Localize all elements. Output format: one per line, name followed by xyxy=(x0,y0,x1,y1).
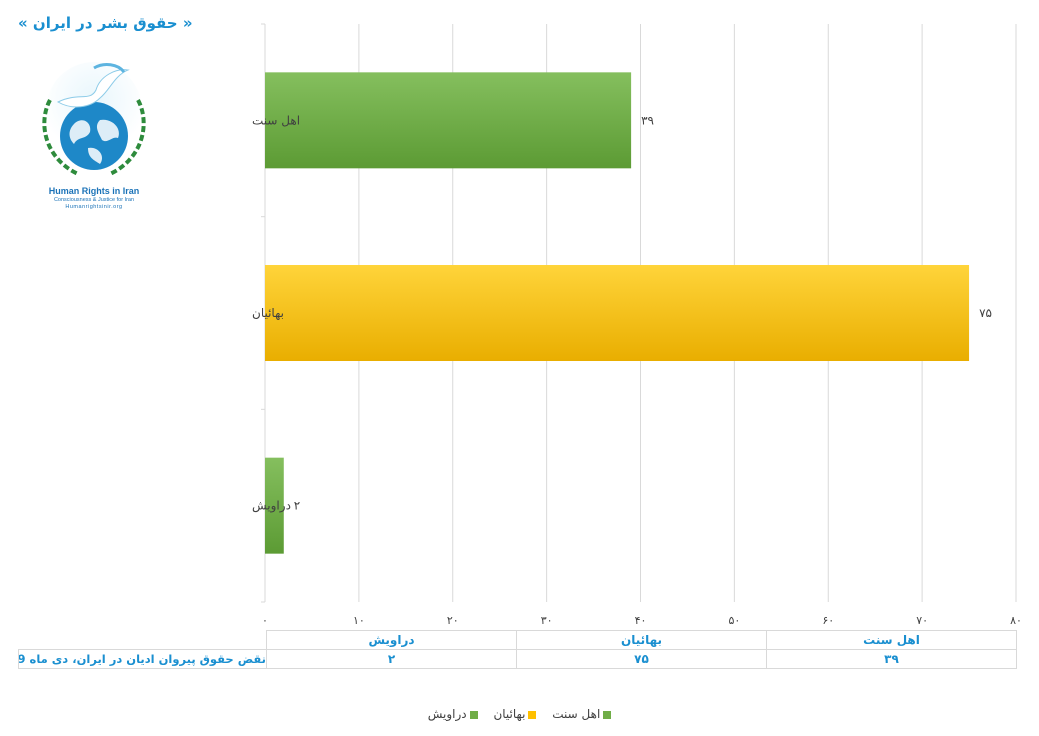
bar-chart: ۰ ۱۰ ۲۰ ۳۰ ۴۰ ۵۰ ۶۰ ۷۰ ۸۰ اهل سنت ۳۹ بهائیان ۷۵ دراوی… xyxy=(252,23,1022,627)
table-cell: ۳۹ xyxy=(766,649,1017,669)
bar xyxy=(265,72,632,169)
data-table: دراویش بهائیان اهل سنت نقض حقوق پیروان ا… xyxy=(18,630,1017,669)
x-tick-label: ۲۰ xyxy=(447,614,459,627)
legend-item: دراویش xyxy=(428,707,478,721)
logo-url: Humanrightsinir.org xyxy=(65,204,123,210)
bar xyxy=(265,265,970,361)
x-tick-label: ۵۰ xyxy=(728,614,740,627)
logo-emblem-icon xyxy=(42,62,146,176)
table-header-cell: دراویش xyxy=(266,630,517,650)
data-label: ۲ xyxy=(294,499,300,513)
data-label: ۳۹ xyxy=(641,113,654,127)
x-tick-label: ۱۰ xyxy=(353,614,365,627)
x-tick-label: ۷۰ xyxy=(916,614,928,627)
table-cell: ۷۵ xyxy=(516,649,767,669)
category-label: بهائیان xyxy=(252,306,284,320)
legend-item: اهل سنت xyxy=(552,707,612,721)
x-tick-label: ۳۰ xyxy=(541,614,553,627)
bar xyxy=(265,457,284,554)
labels: ۰ ۱۰ ۲۰ ۳۰ ۴۰ ۵۰ ۶۰ ۷۰ ۸۰ اهل سنت ۳۹ بهائیان ۷۵ دراوی… xyxy=(252,113,1022,627)
category-label: اهل سنت xyxy=(252,113,300,127)
logo-title: Human Rights in Iran xyxy=(48,186,140,196)
table-row: نقض حقوق پیروان ادیان در ایران، دی ماه 1… xyxy=(18,649,1017,669)
x-tick-label: ۴۰ xyxy=(635,614,647,627)
legend-swatch xyxy=(528,710,537,719)
table-cell: ۲ xyxy=(266,649,517,669)
bars xyxy=(265,72,970,554)
legend-swatch xyxy=(469,710,478,719)
table-header-row: دراویش بهائیان اهل سنت xyxy=(18,630,1017,650)
chart-legend: اهل سنت بهائیان دراویش xyxy=(0,707,1039,721)
x-tick-label: ۸۰ xyxy=(1010,614,1022,627)
legend-label: بهائیان xyxy=(493,707,526,721)
human-rights-logo: Human Rights in Iran Consciousness & Jus… xyxy=(28,62,160,212)
page-title: « حقوق بشر در ایران » xyxy=(18,14,193,32)
legend-swatch xyxy=(603,710,612,719)
logo-subtitle: Consciousness & Justice for Iran xyxy=(53,197,135,203)
category-label: دراویش xyxy=(252,499,291,514)
legend-item: بهائیان xyxy=(493,707,537,721)
table-row-label: نقض حقوق پیروان ادیان در ایران، دی ماه 1… xyxy=(18,649,267,669)
x-tick-label: ۰ xyxy=(262,614,268,627)
table-header-cell: اهل سنت xyxy=(766,630,1017,650)
legend-label: دراویش xyxy=(427,707,467,721)
x-tick-label: ۶۰ xyxy=(822,614,834,627)
table-header-cell: بهائیان xyxy=(516,630,767,650)
data-label: ۷۵ xyxy=(979,306,992,320)
table-corner xyxy=(18,630,267,650)
legend-label: اهل سنت xyxy=(552,707,601,721)
